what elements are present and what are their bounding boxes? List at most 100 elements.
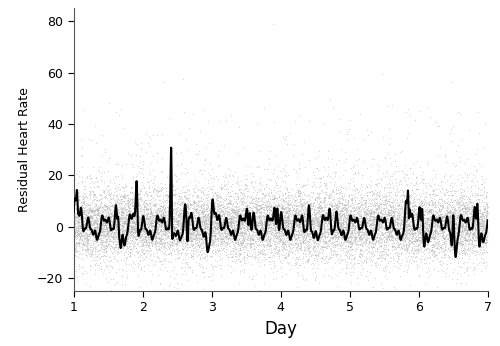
Point — [261, 256, 269, 262]
Point — [142, 191, 150, 197]
Point — [288, 234, 296, 239]
Point — [335, 228, 343, 234]
Point — [414, 223, 422, 229]
Point — [93, 225, 101, 230]
Point — [198, 219, 205, 225]
Point — [197, 197, 205, 202]
Point — [269, 192, 277, 198]
Point — [476, 213, 484, 219]
Point — [434, 212, 442, 218]
Point — [140, 221, 148, 226]
Point — [292, 246, 300, 252]
Point — [446, 222, 454, 228]
Point — [392, 180, 400, 185]
Point — [205, 205, 213, 210]
Point — [369, 223, 377, 228]
Point — [242, 234, 250, 239]
Point — [252, 223, 260, 228]
Point — [150, 227, 158, 232]
Point — [467, 184, 475, 190]
Point — [231, 238, 239, 243]
Point — [286, 226, 294, 231]
Point — [263, 198, 271, 203]
Point — [169, 207, 177, 212]
Point — [168, 220, 176, 226]
Point — [434, 197, 442, 202]
Point — [133, 207, 141, 213]
Point — [328, 227, 336, 232]
Point — [248, 198, 256, 203]
Point — [174, 229, 182, 235]
Point — [398, 206, 406, 211]
Point — [415, 242, 423, 248]
Point — [170, 227, 178, 233]
Point — [188, 216, 196, 221]
Point — [86, 191, 94, 197]
Point — [390, 235, 398, 240]
Point — [289, 196, 297, 202]
Point — [106, 224, 114, 229]
Point — [436, 222, 444, 228]
Point — [468, 206, 476, 211]
Point — [109, 245, 117, 251]
Point — [298, 220, 306, 226]
Point — [374, 205, 382, 211]
Point — [134, 219, 142, 225]
Point — [260, 281, 268, 286]
Point — [464, 207, 472, 212]
Point — [214, 217, 222, 222]
Point — [373, 183, 381, 189]
Point — [180, 224, 188, 229]
Point — [383, 229, 391, 234]
Point — [414, 228, 422, 234]
Point — [88, 226, 96, 232]
Point — [291, 198, 299, 204]
Point — [335, 235, 343, 240]
Point — [310, 249, 318, 255]
Point — [199, 269, 207, 275]
Point — [276, 218, 284, 224]
Point — [159, 185, 167, 191]
Point — [388, 226, 396, 231]
Point — [186, 209, 194, 215]
Point — [248, 224, 256, 230]
Point — [306, 235, 314, 240]
Point — [144, 243, 152, 248]
Point — [460, 192, 468, 198]
Point — [132, 198, 140, 204]
Point — [124, 211, 132, 217]
Point — [76, 216, 84, 222]
Point — [370, 236, 378, 242]
Point — [88, 251, 96, 256]
Point — [406, 200, 414, 205]
Point — [127, 262, 135, 268]
Point — [276, 217, 283, 222]
Point — [429, 233, 437, 238]
Point — [152, 218, 160, 224]
Point — [174, 218, 182, 223]
Point — [388, 210, 396, 216]
Point — [88, 213, 96, 219]
Point — [362, 201, 370, 207]
Point — [128, 247, 136, 253]
Point — [78, 255, 86, 261]
Point — [393, 197, 401, 203]
Point — [189, 210, 197, 215]
Point — [146, 235, 154, 241]
Point — [417, 236, 425, 241]
Point — [480, 260, 488, 265]
Point — [75, 219, 83, 225]
Point — [368, 190, 376, 195]
Point — [307, 218, 315, 223]
Point — [204, 242, 212, 247]
Point — [344, 227, 351, 233]
Point — [384, 209, 392, 215]
Point — [202, 219, 209, 225]
Point — [128, 229, 136, 234]
Point — [173, 218, 181, 224]
Point — [250, 220, 258, 226]
Point — [252, 234, 260, 240]
Point — [100, 213, 108, 219]
Point — [140, 227, 147, 233]
Point — [338, 201, 346, 207]
